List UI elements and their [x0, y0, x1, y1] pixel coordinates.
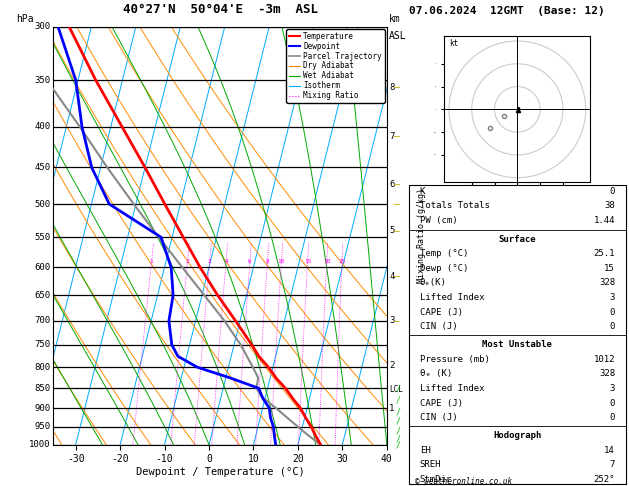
- Text: —: —: [394, 82, 400, 92]
- Text: 350: 350: [34, 76, 50, 85]
- Text: 3: 3: [610, 384, 615, 393]
- Text: 600: 600: [34, 263, 50, 272]
- Text: 750: 750: [34, 340, 50, 349]
- Text: 0: 0: [610, 399, 615, 408]
- Text: /: /: [396, 417, 401, 426]
- Text: 1000: 1000: [29, 440, 50, 449]
- Text: —: —: [394, 272, 400, 281]
- Text: 2: 2: [389, 361, 395, 369]
- Text: 500: 500: [34, 200, 50, 208]
- Text: SREH: SREH: [420, 460, 441, 469]
- Text: 0: 0: [610, 308, 615, 317]
- Text: K: K: [420, 187, 425, 196]
- Text: 4: 4: [224, 259, 228, 264]
- Text: —: —: [394, 199, 400, 209]
- Text: 6: 6: [389, 179, 395, 189]
- Text: 800: 800: [34, 363, 50, 372]
- Text: 2: 2: [186, 259, 189, 264]
- Legend: Temperature, Dewpoint, Parcel Trajectory, Dry Adiabat, Wet Adiabat, Isotherm, Mi: Temperature, Dewpoint, Parcel Trajectory…: [286, 29, 384, 103]
- Text: 1: 1: [150, 259, 153, 264]
- Text: CAPE (J): CAPE (J): [420, 308, 463, 317]
- Text: θₑ (K): θₑ (K): [420, 369, 452, 379]
- Text: Lifted Index: Lifted Index: [420, 293, 484, 302]
- Text: Temp (°C): Temp (°C): [420, 249, 468, 258]
- FancyBboxPatch shape: [409, 185, 626, 484]
- Text: 0: 0: [610, 322, 615, 331]
- Text: PW (cm): PW (cm): [420, 216, 457, 225]
- Text: CAPE (J): CAPE (J): [420, 399, 463, 408]
- Text: 328: 328: [599, 278, 615, 288]
- Text: Totals Totals: Totals Totals: [420, 201, 489, 210]
- Text: Dewp (°C): Dewp (°C): [420, 264, 468, 273]
- Text: © weatheronline.co.uk: © weatheronline.co.uk: [415, 476, 512, 486]
- Text: 10: 10: [278, 259, 285, 264]
- Text: 8: 8: [389, 83, 395, 92]
- Text: 950: 950: [34, 422, 50, 432]
- Text: 15: 15: [304, 259, 311, 264]
- Text: Most Unstable: Most Unstable: [482, 340, 552, 349]
- Text: —: —: [394, 131, 400, 141]
- Text: /: /: [396, 385, 401, 394]
- Text: 3: 3: [389, 316, 395, 325]
- Text: 650: 650: [34, 291, 50, 300]
- Text: 700: 700: [34, 316, 50, 325]
- Text: 400: 400: [34, 122, 50, 131]
- Text: 25.1: 25.1: [594, 249, 615, 258]
- Text: 8: 8: [265, 259, 269, 264]
- Text: 07.06.2024  12GMT  (Base: 12): 07.06.2024 12GMT (Base: 12): [409, 6, 604, 16]
- Text: 1: 1: [389, 403, 395, 413]
- Text: 1.44: 1.44: [594, 216, 615, 225]
- X-axis label: Dewpoint / Temperature (°C): Dewpoint / Temperature (°C): [136, 467, 304, 477]
- Text: StmDir: StmDir: [420, 475, 452, 484]
- Text: kt: kt: [449, 38, 459, 48]
- Text: 40°27'N  50°04'E  -3m  ASL: 40°27'N 50°04'E -3m ASL: [123, 3, 318, 16]
- Text: 20: 20: [323, 259, 331, 264]
- Text: hPa: hPa: [16, 14, 33, 24]
- Text: 25: 25: [338, 259, 346, 264]
- Text: 3: 3: [208, 259, 211, 264]
- Text: km: km: [389, 14, 401, 24]
- Text: /: /: [396, 426, 401, 435]
- Text: /: /: [396, 396, 401, 405]
- Text: 15: 15: [604, 264, 615, 273]
- Text: 300: 300: [34, 22, 50, 31]
- Text: 0: 0: [610, 187, 615, 196]
- Text: Surface: Surface: [499, 235, 536, 243]
- Text: θₑ(K): θₑ(K): [420, 278, 447, 288]
- Text: 1012: 1012: [594, 355, 615, 364]
- Text: 328: 328: [599, 369, 615, 379]
- Text: 0: 0: [610, 413, 615, 422]
- Text: 3: 3: [610, 293, 615, 302]
- Text: EH: EH: [420, 446, 430, 455]
- Text: 14: 14: [604, 446, 615, 455]
- Text: 550: 550: [34, 233, 50, 242]
- Text: 450: 450: [34, 163, 50, 172]
- Text: LCL: LCL: [389, 385, 403, 394]
- Text: —: —: [394, 226, 400, 236]
- Text: ASL: ASL: [389, 31, 406, 41]
- Text: CIN (J): CIN (J): [420, 322, 457, 331]
- Text: 38: 38: [604, 201, 615, 210]
- Text: /: /: [396, 440, 401, 449]
- Text: Mixing Ratio (g/kg): Mixing Ratio (g/kg): [417, 188, 426, 283]
- Text: 7: 7: [610, 460, 615, 469]
- Text: 7: 7: [389, 132, 395, 140]
- Text: 5: 5: [389, 226, 395, 235]
- Text: 6: 6: [248, 259, 252, 264]
- Text: CIN (J): CIN (J): [420, 413, 457, 422]
- Text: 900: 900: [34, 403, 50, 413]
- Text: Pressure (mb): Pressure (mb): [420, 355, 489, 364]
- Text: Lifted Index: Lifted Index: [420, 384, 484, 393]
- Text: /: /: [396, 435, 401, 444]
- Text: 850: 850: [34, 384, 50, 393]
- Text: —: —: [394, 179, 400, 189]
- Text: 252°: 252°: [594, 475, 615, 484]
- Text: —: —: [394, 316, 400, 326]
- Text: Hodograph: Hodograph: [493, 431, 542, 440]
- Text: 4: 4: [389, 272, 395, 281]
- Text: /: /: [396, 407, 401, 417]
